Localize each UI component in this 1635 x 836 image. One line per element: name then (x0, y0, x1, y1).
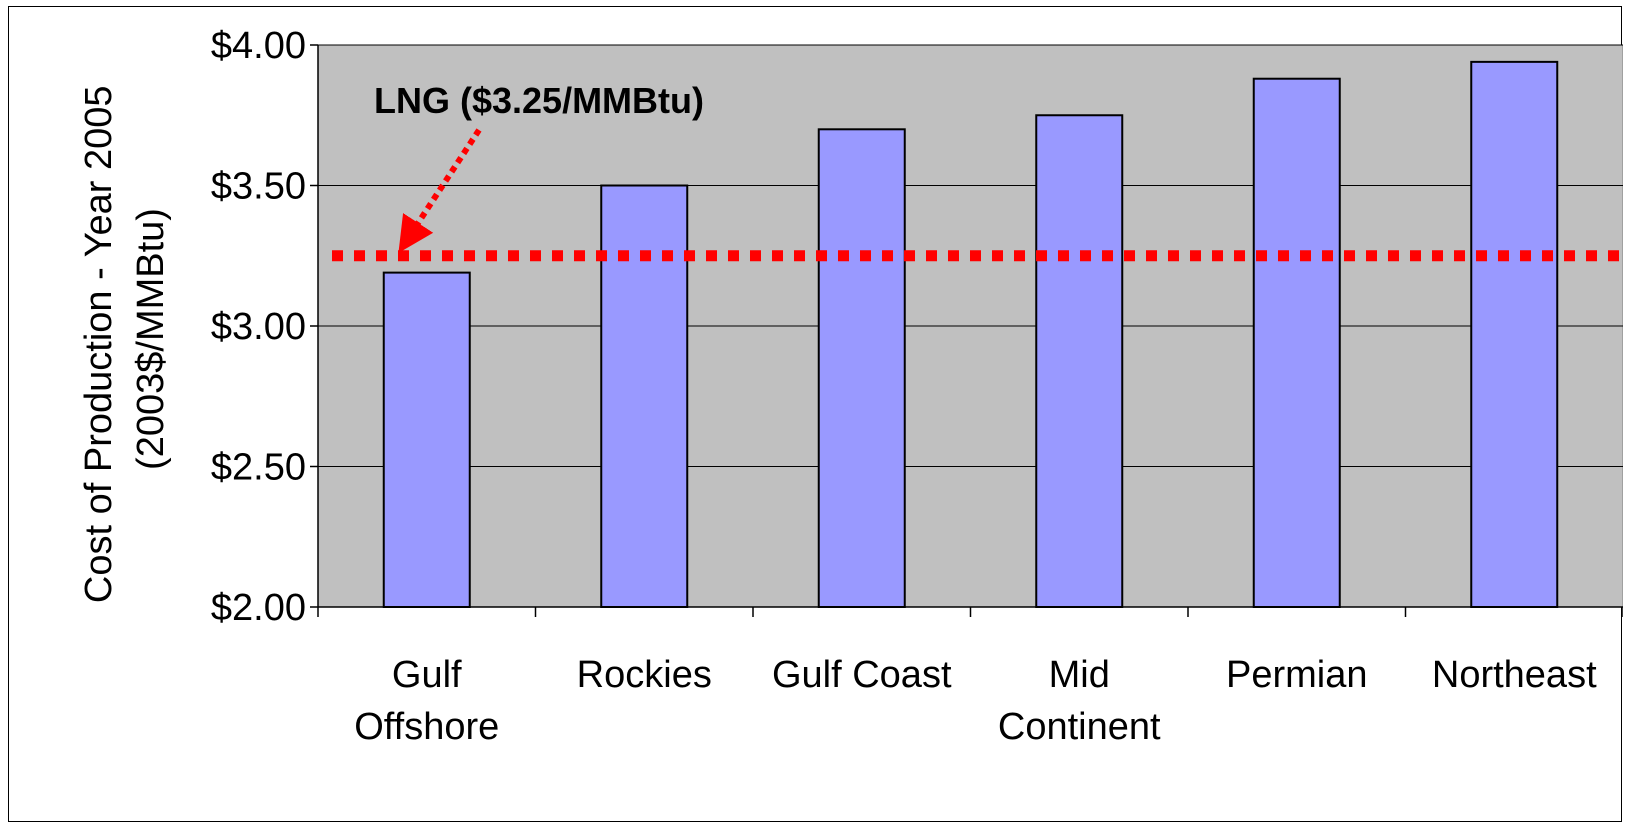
y-tick-label: $2.00 (211, 587, 306, 629)
y-tick-label: $4.00 (211, 25, 306, 67)
chart-frame: $2.00 $2.50 $3.00 $3.50 $4.00 Gulf Offshore Roc… (8, 6, 1624, 822)
x-tick-label: Permian (1226, 654, 1368, 696)
x-tick-label: Continent (998, 706, 1161, 748)
annotation-arrow (398, 128, 482, 254)
x-tick-label: Northeast (1432, 654, 1597, 696)
y-tick-label: $3.50 (211, 166, 306, 208)
bar-chart: $2.00 $2.50 $3.00 $3.50 $4.00 Gulf Offshore Roc… (78, 25, 1624, 748)
reference-line-label: LNG ($3.25/MMBtu) (374, 80, 704, 121)
bar (382, 271, 471, 608)
y-axis-label-line-2: (2003$/MMBtu) (130, 208, 172, 470)
x-tick-label: Mid (1049, 654, 1110, 696)
y-tick-label: $3.00 (211, 306, 306, 348)
y-axis-label: Cost of Production - Year 2005 (2003$/MM… (78, 75, 172, 603)
bar (600, 184, 689, 608)
bar (1035, 114, 1124, 608)
y-axis-label-line-1: Cost of Production - Year 2005 (78, 85, 120, 603)
bar (1252, 77, 1341, 609)
y-tick-label: $2.50 (211, 447, 306, 489)
bar (817, 128, 906, 609)
bar (1470, 60, 1559, 609)
x-tick-label: Rockies (577, 654, 712, 696)
x-tick-label: Offshore (354, 706, 499, 748)
x-tick-label: Gulf Coast (772, 654, 952, 696)
x-tick-label: Gulf (392, 654, 462, 696)
